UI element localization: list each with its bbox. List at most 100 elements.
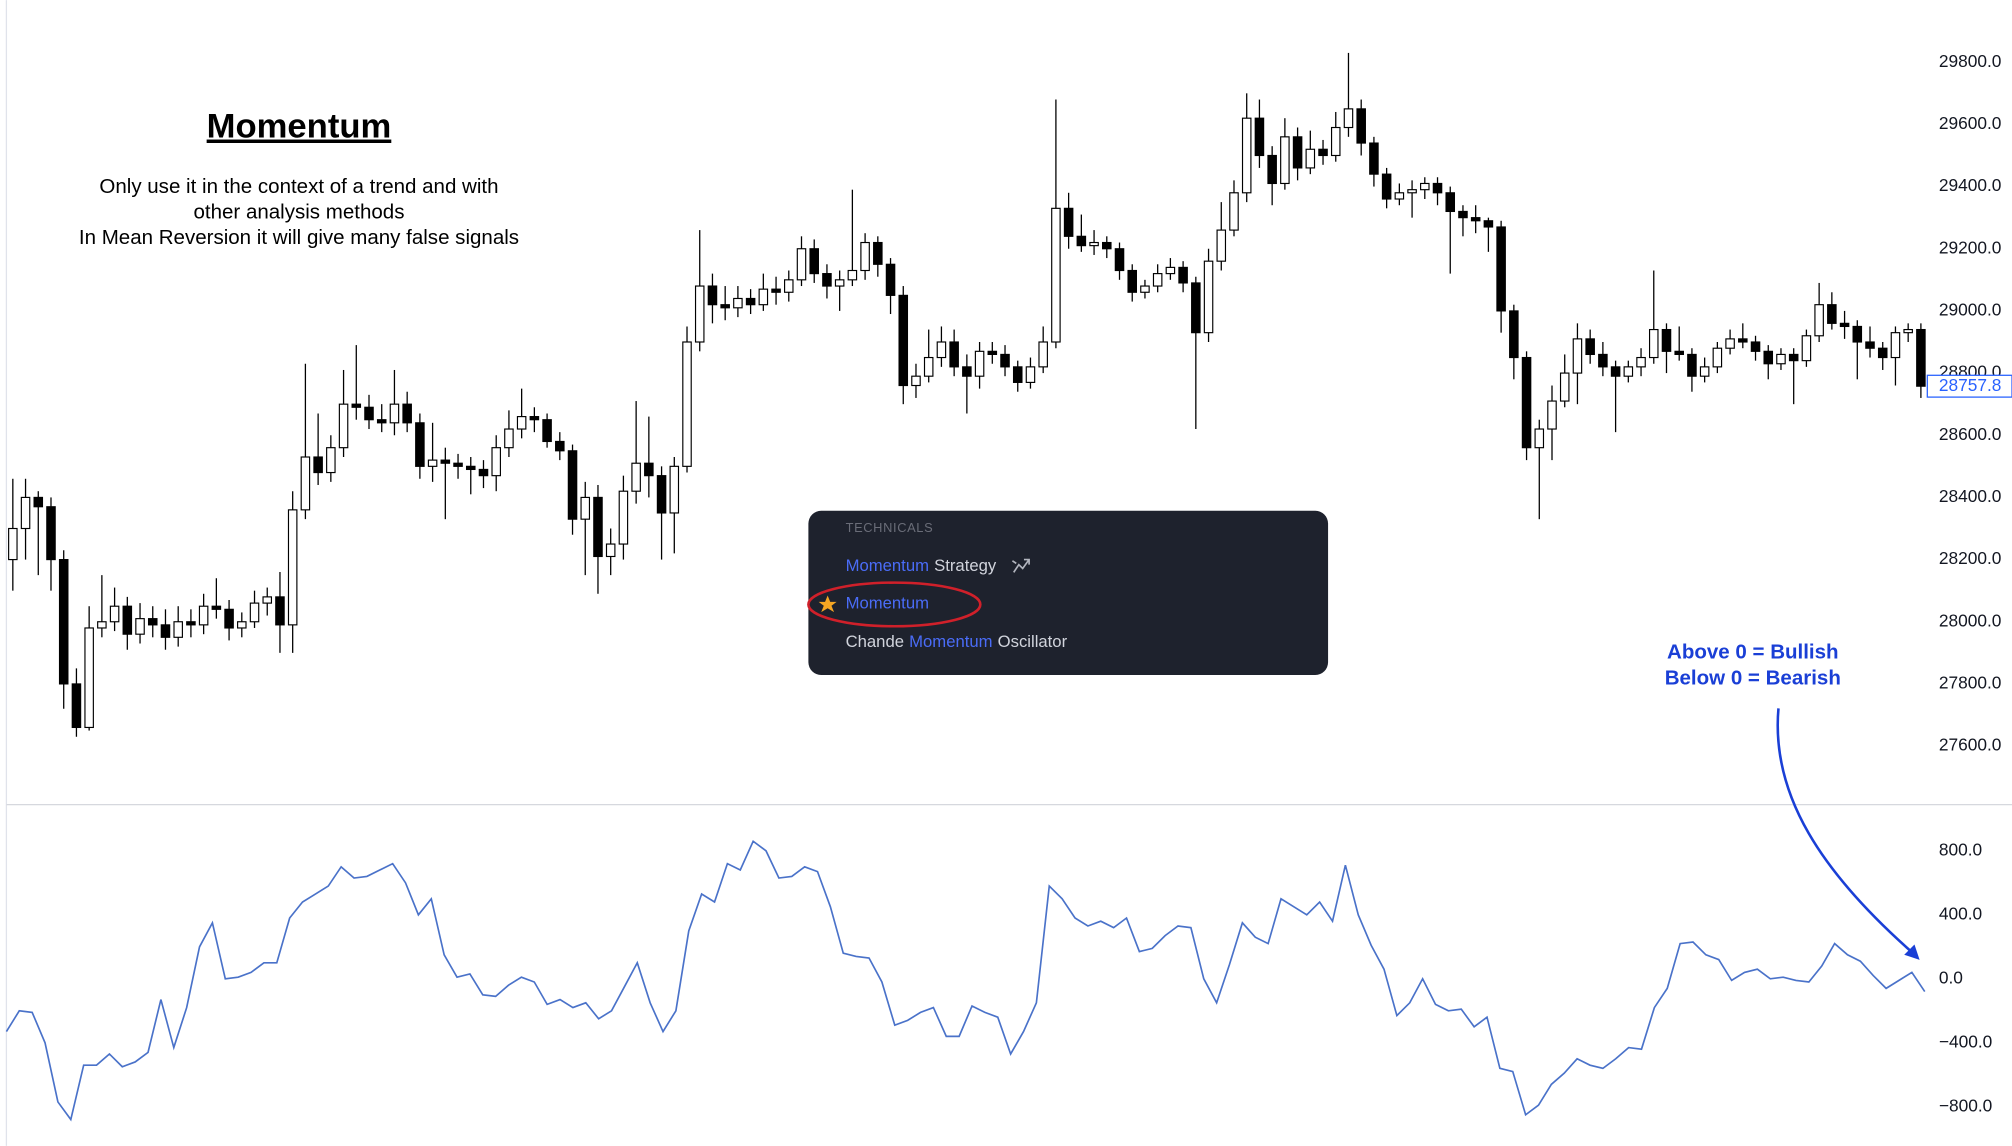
candle-body (1712, 347, 1723, 368)
popup: TECHNICALS Momentum Strategy Momentum Cha… (807, 510, 1329, 676)
candle-body (873, 241, 883, 265)
candle-body (1203, 260, 1214, 334)
candle-body (847, 269, 858, 281)
y-tick-label: 28600.0 (1939, 424, 2002, 444)
candle-body (707, 285, 718, 306)
candle-body (555, 440, 565, 452)
candle-body (1369, 142, 1379, 175)
candle-body (593, 496, 603, 558)
match: Momentum (909, 632, 992, 651)
candle-body (1394, 192, 1405, 200)
candle-body (376, 419, 387, 424)
candle-body (402, 403, 412, 424)
candle-body (1916, 328, 1926, 387)
candle-body (1178, 266, 1188, 284)
candle-body (160, 624, 171, 638)
candle-body (20, 496, 31, 530)
arrow-head (1904, 944, 1920, 960)
candle-body (1330, 126, 1341, 157)
candle-body (1725, 338, 1735, 349)
candle-body (262, 596, 273, 604)
candle-body (694, 285, 705, 343)
candle-body (1089, 241, 1099, 247)
candle-body (427, 459, 438, 467)
popup-item[interactable]: Momentum (846, 594, 929, 613)
candle-body (1381, 173, 1392, 200)
candle-body (313, 456, 323, 474)
candle-body (1852, 325, 1863, 343)
annotation-arrow (1776, 708, 1913, 954)
popup-item[interactable]: Momentum Strategy (846, 557, 997, 576)
candle-body (135, 618, 145, 635)
popup-item[interactable]: Chande Momentum Oscillator (846, 632, 1068, 651)
candle-body (962, 366, 972, 377)
candle-body (1509, 310, 1519, 359)
candle-body (1191, 282, 1201, 334)
candle-body (1356, 108, 1366, 144)
candle-body (529, 416, 540, 421)
candle-body (542, 419, 552, 443)
candle-body (1140, 285, 1150, 293)
candle-body (1483, 220, 1494, 228)
item-text: Strategy (934, 557, 997, 576)
candle-body (1241, 117, 1252, 194)
candle-body (580, 496, 591, 520)
candle-body (771, 288, 781, 293)
candle-body (224, 608, 234, 629)
candle-body (618, 490, 629, 545)
candle-body (84, 627, 94, 729)
candle-body (1877, 347, 1888, 359)
candle-body (389, 403, 400, 424)
star-icon (818, 595, 837, 613)
candle-body (147, 618, 158, 626)
candle-body (58, 559, 69, 685)
candle-body (1648, 328, 1659, 359)
candle-body (1801, 335, 1812, 362)
candle-body (1699, 366, 1710, 377)
note: In Mean Reversion it will give many fals… (79, 226, 519, 249)
candle-body (122, 605, 133, 635)
candle-body (987, 350, 998, 356)
heading: Momentum (207, 108, 392, 146)
annotation: Below 0 = Bearish (1665, 666, 1841, 689)
candle-body (1305, 148, 1316, 169)
candle-body (491, 447, 501, 477)
candle-body (720, 304, 730, 309)
candle-body (1165, 266, 1176, 275)
candle-body (1839, 322, 1850, 328)
candle-body (822, 273, 832, 287)
candle-body (1496, 226, 1506, 312)
plot: 27600.0 27800.0 28000.0 28200.0 28400.0 28600… (5, 51, 2012, 1122)
candle-body (1559, 372, 1570, 402)
candle-body (1763, 350, 1774, 365)
candle-body (1343, 108, 1354, 129)
y-tick-label: −400.0 (1939, 1031, 1992, 1051)
candle-body (758, 288, 769, 306)
candle-body (1280, 136, 1290, 185)
candle-body (1865, 341, 1875, 349)
candle-body (1102, 241, 1112, 250)
candle-body (1458, 210, 1468, 219)
candle-body (1076, 235, 1087, 247)
candle-body (898, 294, 909, 387)
candle-body (1051, 207, 1061, 343)
item-text: Chande (846, 632, 904, 651)
y-tick-label: −800.0 (1939, 1095, 1992, 1115)
candle-body (1598, 353, 1608, 368)
candle-body (1534, 428, 1545, 449)
candle-body (1254, 117, 1265, 157)
candle-body (1547, 400, 1557, 430)
candle-body (923, 356, 934, 377)
candle-body (478, 468, 489, 477)
candle-body (784, 279, 794, 293)
candle-body (1636, 356, 1646, 368)
annotation: Above 0 = Bullish (1667, 641, 1839, 664)
candle-body (567, 450, 578, 520)
candle-body (949, 341, 959, 368)
candle-body (1610, 366, 1621, 377)
candle-body (8, 527, 18, 561)
y-tick-label: 0.0 (1939, 967, 1963, 987)
y-tick-label: 29200.0 (1939, 237, 2002, 257)
candle-body (1814, 304, 1824, 337)
